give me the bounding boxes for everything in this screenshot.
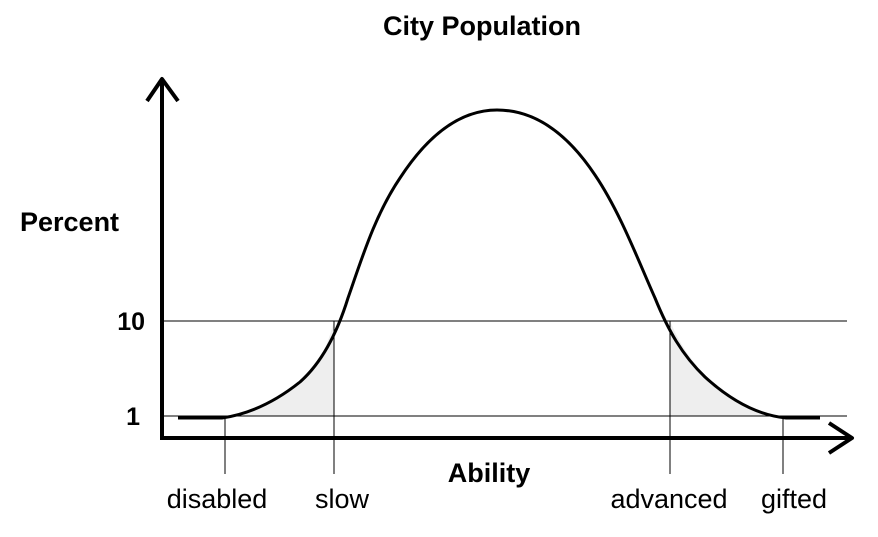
x-marker-label-gifted: gifted bbox=[761, 484, 827, 514]
shaded-region-slow bbox=[225, 321, 334, 416]
chart-title: City Population bbox=[383, 11, 581, 41]
x-marker-label-slow: slow bbox=[315, 484, 370, 514]
y-tick-label-1: 1 bbox=[126, 403, 140, 431]
x-axis-arrow bbox=[827, 421, 854, 455]
x-marker-label-advanced: advanced bbox=[610, 484, 727, 514]
y-tick-label-10: 10 bbox=[117, 308, 145, 336]
x-axis-label: Ability bbox=[448, 458, 531, 488]
y-axis-label: Percent bbox=[20, 207, 119, 237]
y-axis-arrow bbox=[145, 77, 180, 103]
x-marker-label-disabled: disabled bbox=[167, 484, 268, 514]
bell-curve bbox=[178, 108, 820, 420]
shaded-region-advanced bbox=[670, 321, 783, 417]
